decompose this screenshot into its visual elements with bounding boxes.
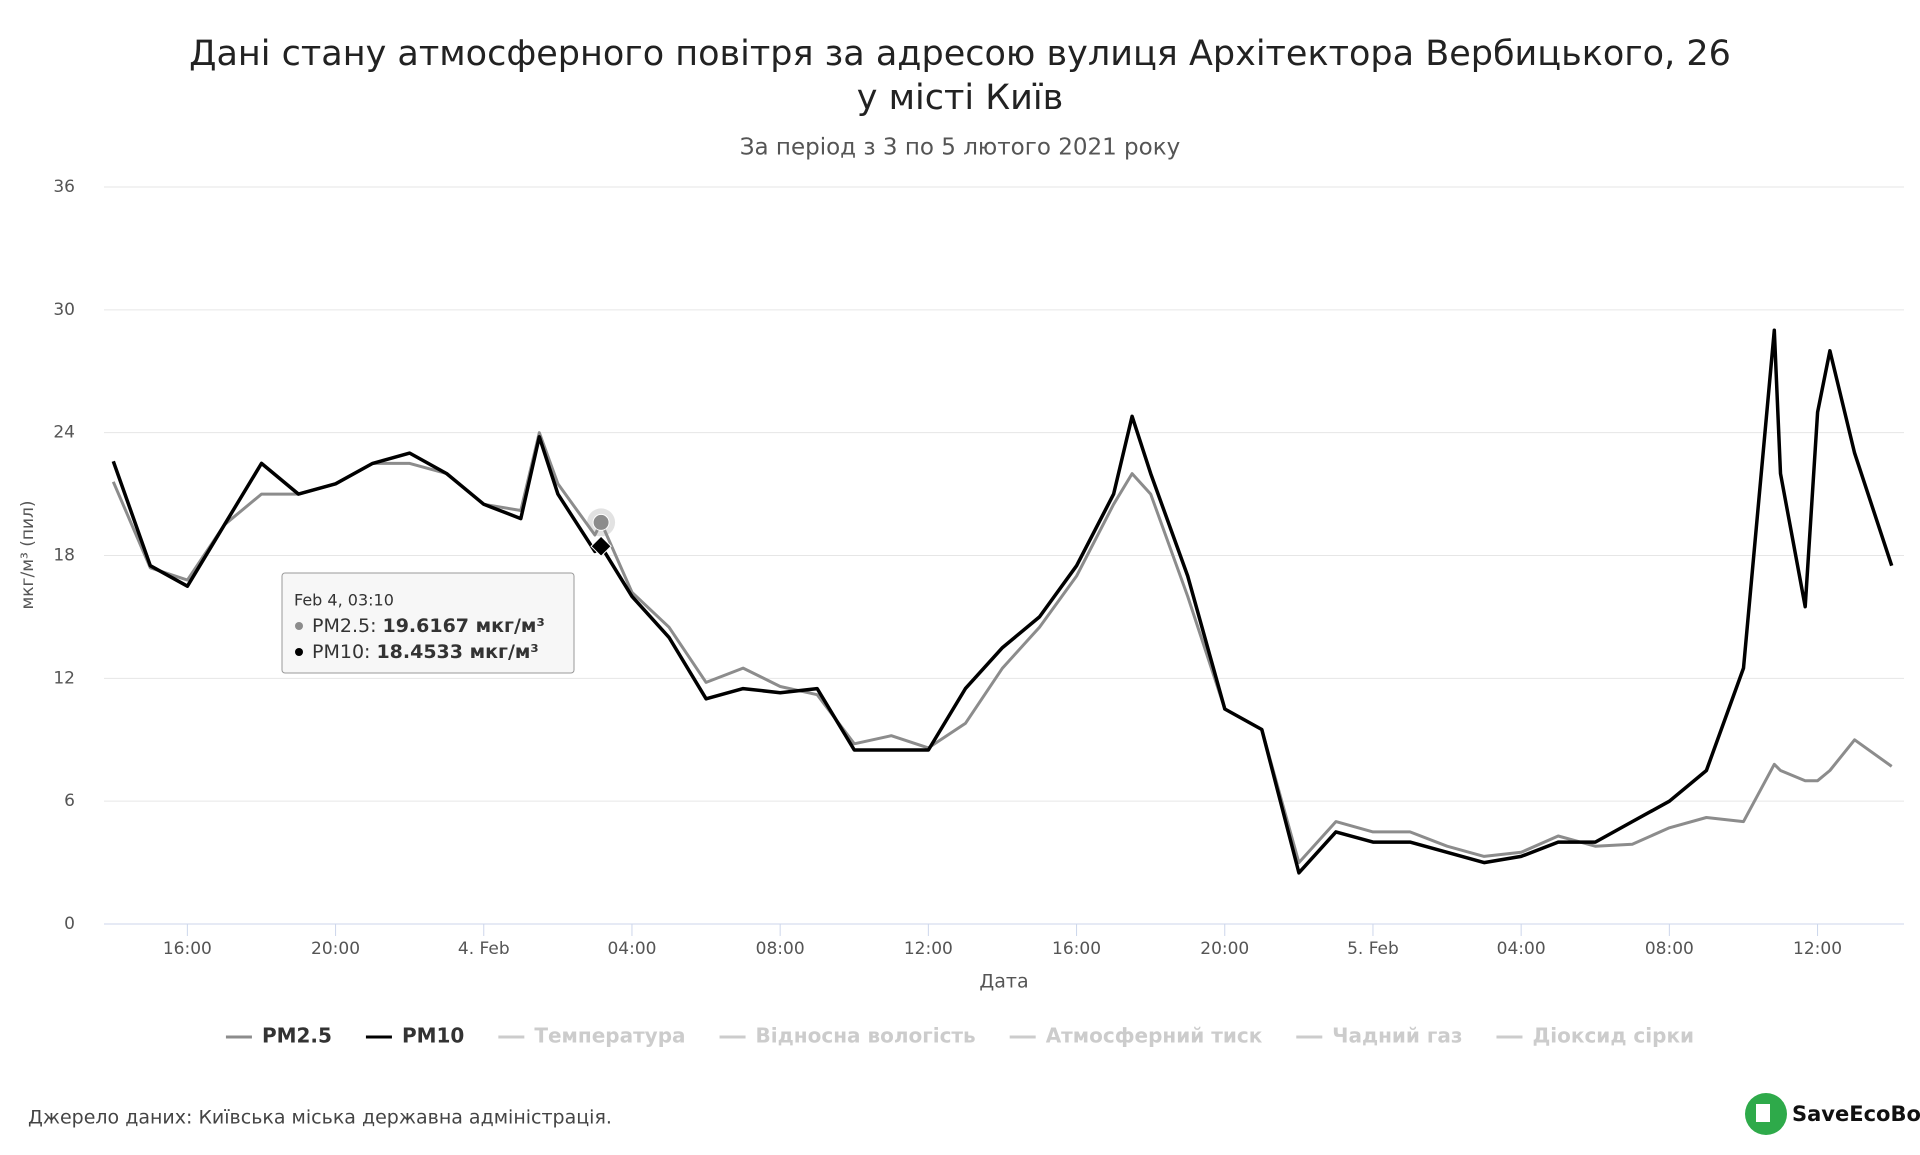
x-tick-label: 16:00 <box>163 939 212 959</box>
x-tick-label: 12:00 <box>904 939 953 959</box>
tooltip-title: Feb 4, 03:10 <box>294 591 394 610</box>
tooltip-value: 18.4533 мкг/м³ <box>376 641 538 663</box>
chart-title: у місті Київ <box>857 78 1063 118</box>
logo-icon-part <box>1756 1104 1770 1122</box>
legend-item[interactable]: Температура <box>498 1024 686 1048</box>
legend-item[interactable]: PM2.5 <box>225 1024 332 1048</box>
x-tick-label: 5. Feb <box>1347 939 1399 959</box>
x-tick-label: 20:00 <box>1200 939 1249 959</box>
x-tick-label: 08:00 <box>756 939 805 959</box>
data-source: Джерело даних: Київська міська державна … <box>28 1107 612 1129</box>
x-tick-label: 4. Feb <box>458 939 510 959</box>
tooltip-label: PM10: <box>312 641 370 663</box>
tooltip-label: PM2.5: <box>312 615 376 637</box>
x-axis-title: Дата <box>979 971 1028 993</box>
legend-label: Відносна вологість <box>756 1024 976 1048</box>
y-tick-label: 30 <box>53 300 75 320</box>
tooltip-box <box>281 572 575 674</box>
y-tick-label: 6 <box>64 791 75 811</box>
y-tick-label: 12 <box>53 668 75 688</box>
logo-text: SaveEcoBot <box>1792 1102 1920 1126</box>
tooltip-row: PM10: 18.4533 мкг/м³ <box>312 641 539 663</box>
y-tick-label: 24 <box>53 423 75 443</box>
legend-item[interactable]: Чадний газ <box>1296 1024 1462 1048</box>
legend-item[interactable]: Відносна вологість <box>719 1024 976 1048</box>
chart-title: Дані стану атмосферного повітря за адрес… <box>189 34 1731 74</box>
y-tick-label: 36 <box>53 177 75 197</box>
tooltip-value: 19.6167 мкг/м³ <box>382 615 544 637</box>
logo: SaveEcoBot <box>1745 1093 1920 1135</box>
legend-label: PM2.5 <box>262 1024 332 1048</box>
legend-item[interactable]: Діоксид сірки <box>1496 1024 1694 1048</box>
legend-label: Діоксид сірки <box>1532 1024 1694 1048</box>
tooltip: Feb 4, 03:10 PM2.5: 19.6167 мкг/м³ PM10: 18.… <box>281 572 575 674</box>
tooltip-dot <box>295 622 303 630</box>
legend: PM2.5 PM10 Температура Відносна вологість Ат… <box>225 1024 1694 1048</box>
legend-label: Температура <box>534 1024 685 1048</box>
legend-label: Чадний газ <box>1332 1024 1462 1048</box>
tooltip-dot <box>295 648 303 656</box>
chart-subtitle: За період з 3 по 5 лютого 2021 року <box>740 135 1180 161</box>
tooltip-row: PM2.5: 19.6167 мкг/м³ <box>312 615 545 637</box>
x-tick-label: 04:00 <box>607 939 656 959</box>
series-line <box>111 328 1894 875</box>
x-tick-label: 20:00 <box>311 939 360 959</box>
hover-point <box>592 513 610 531</box>
x-tick-label: 16:00 <box>1052 939 1101 959</box>
y-axis-title: мкг/м³ (пил) <box>18 500 38 609</box>
legend-label: Атмосферний тиск <box>1046 1024 1263 1048</box>
legend-item[interactable]: Атмосферний тиск <box>1009 1024 1263 1048</box>
x-tick-label: 04:00 <box>1497 939 1546 959</box>
y-tick-label: 18 <box>53 546 75 566</box>
y-tick-label: 0 <box>64 914 75 934</box>
legend-item[interactable]: PM10 <box>365 1024 464 1048</box>
hover-point <box>590 535 612 557</box>
legend-label: PM10 <box>402 1024 464 1048</box>
x-tick-label: 08:00 <box>1645 939 1694 959</box>
x-tick-label: 12:00 <box>1793 939 1842 959</box>
